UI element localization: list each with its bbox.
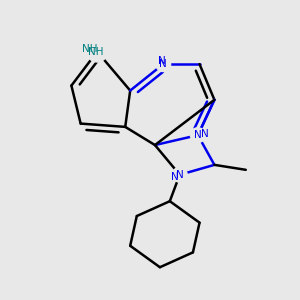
Circle shape	[87, 41, 108, 62]
Text: NH: NH	[88, 46, 103, 57]
Circle shape	[172, 167, 187, 182]
Text: N: N	[159, 59, 167, 69]
Text: N: N	[176, 170, 184, 180]
Text: N: N	[158, 56, 166, 66]
Text: NH: NH	[82, 44, 98, 54]
Circle shape	[156, 57, 171, 72]
Circle shape	[190, 128, 205, 142]
Text: N: N	[194, 130, 202, 140]
Text: N: N	[200, 129, 208, 139]
Text: N: N	[171, 172, 179, 182]
